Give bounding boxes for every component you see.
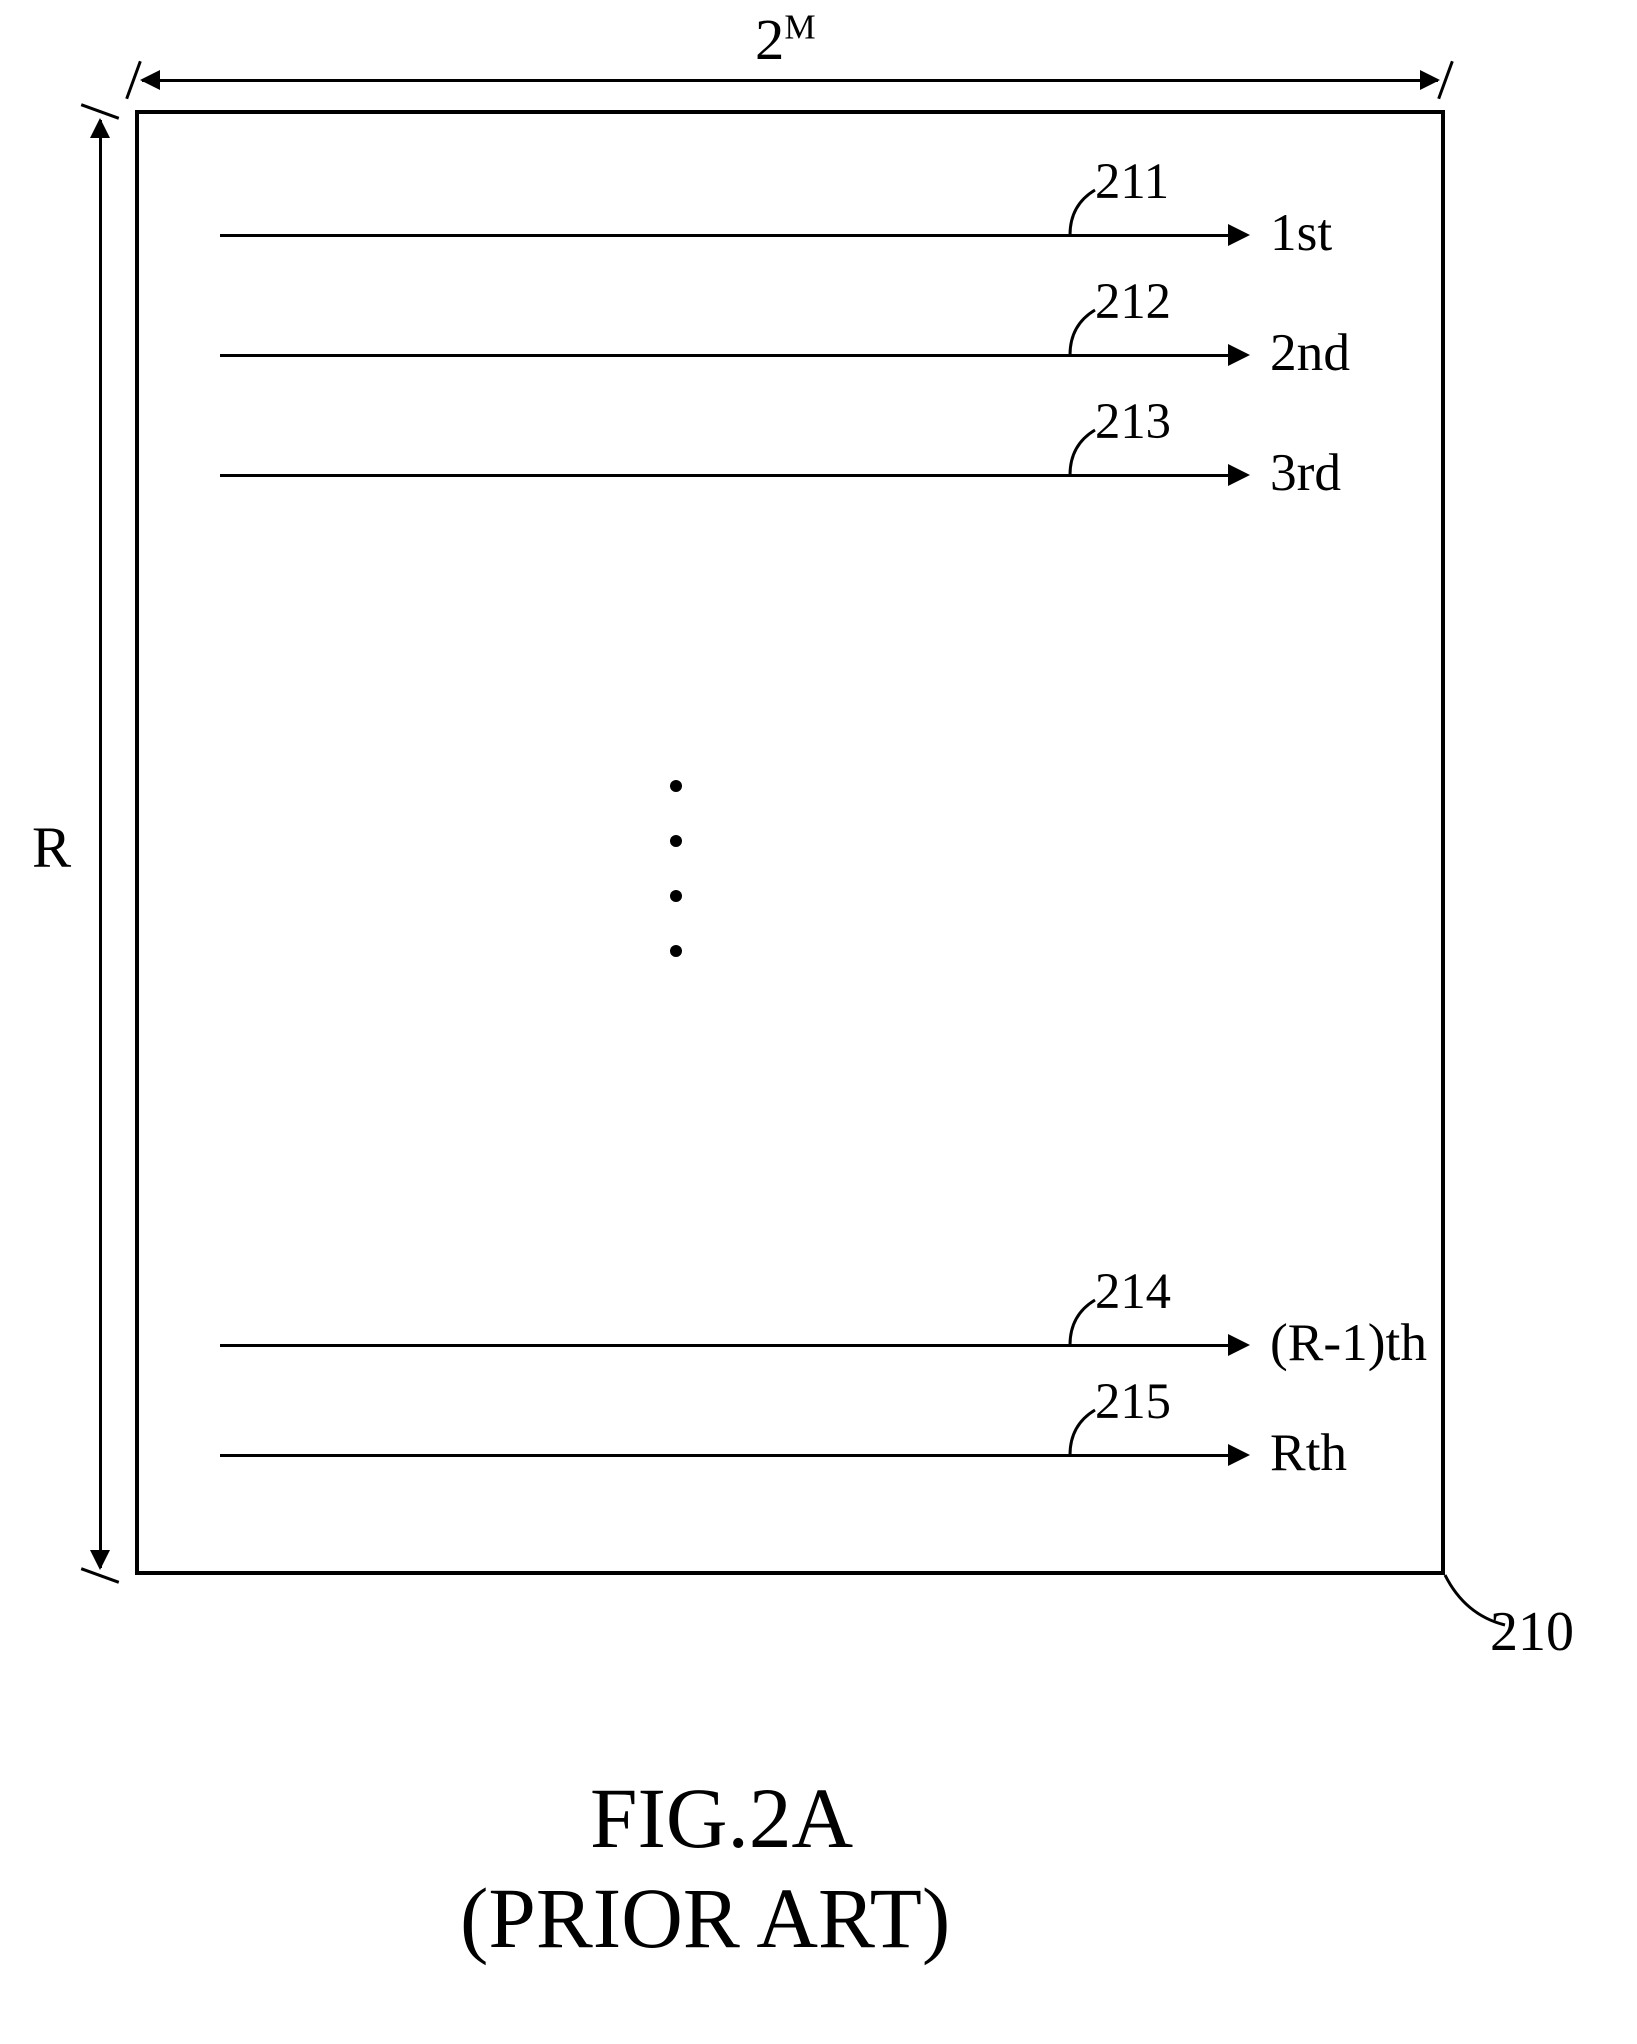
ref-number: 212 — [1095, 272, 1171, 330]
ellipsis-dot — [670, 945, 682, 957]
figure-number: FIG.2A — [590, 1770, 853, 1868]
ref-number: 215 — [1095, 1372, 1171, 1430]
dim-line-top — [142, 79, 1438, 82]
row-arrowhead — [1228, 1334, 1250, 1356]
row-arrowhead — [1228, 344, 1250, 366]
arrowhead-down — [90, 1550, 110, 1570]
ref-number: 214 — [1095, 1262, 1171, 1320]
row-ordinal: Rth — [1270, 1421, 1347, 1483]
ellipsis-dot — [670, 890, 682, 902]
row-arrowhead — [1228, 464, 1250, 486]
figure-canvas: 2M R 1st2112nd2123rd213(R-1)th214Rth215 … — [0, 0, 1637, 2044]
row-arrowhead — [1228, 1444, 1250, 1466]
ref-number: 211 — [1095, 152, 1169, 210]
row-ordinal: 3rd — [1270, 441, 1341, 503]
dim-line-left — [99, 120, 102, 1568]
row-ordinal: 1st — [1270, 201, 1332, 263]
ref-number: 213 — [1095, 392, 1171, 450]
row-ordinal: (R-1)th — [1270, 1311, 1427, 1373]
figure-subcaption: (PRIOR ART) — [460, 1870, 950, 1968]
dim-label-left: R — [32, 814, 71, 881]
ellipsis-dot — [670, 780, 682, 792]
ellipsis-dot — [670, 835, 682, 847]
arrowhead-right — [1420, 70, 1440, 90]
ref-number-210: 210 — [1490, 1600, 1574, 1664]
dim-label-top: 2M — [755, 6, 816, 73]
row-ordinal: 2nd — [1270, 321, 1350, 383]
row-arrowhead — [1228, 224, 1250, 246]
arrowhead-left — [140, 70, 160, 90]
arrowhead-up — [90, 118, 110, 138]
